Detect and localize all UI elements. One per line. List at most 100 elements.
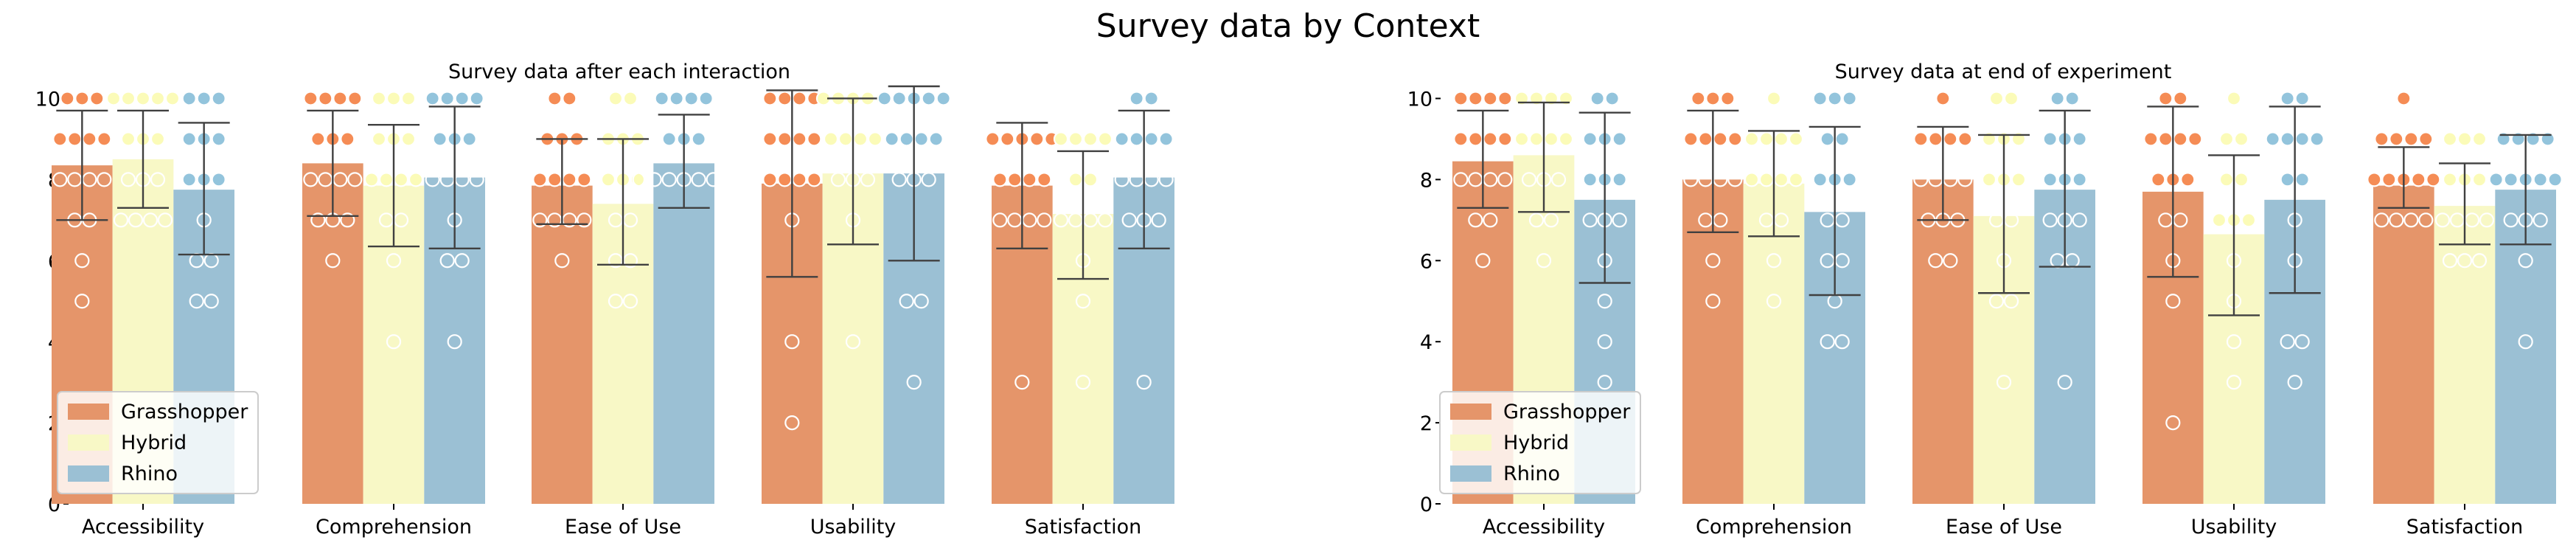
- panel2-point-grasshopper: [2426, 172, 2441, 187]
- panel1-point-grasshopper: [992, 212, 1008, 228]
- panel2-point-grasshopper: [2389, 212, 2404, 228]
- panel2-point-grasshopper: [2411, 172, 2426, 187]
- panel2-point-grasshopper: [1468, 212, 1483, 228]
- panel2-point-hybrid: [2011, 172, 2027, 187]
- panel2-point-grasshopper: [1943, 253, 1958, 269]
- panel1-point-hybrid: [113, 212, 129, 228]
- panel1-point-rhino: [661, 131, 677, 147]
- panel2-point-grasshopper: [1913, 131, 1929, 147]
- panel1-point-grasshopper: [784, 334, 800, 350]
- panel2-point-grasshopper: [1453, 91, 1469, 106]
- panel1-point-grasshopper: [792, 131, 807, 147]
- panel1-point-rhino: [921, 172, 936, 187]
- panel1-point-rhino: [425, 172, 440, 187]
- panel2-point-rhino: [1597, 334, 1612, 350]
- panel2-point-rhino: [2280, 91, 2295, 106]
- panel1-point-hybrid: [608, 294, 624, 309]
- panel2-point-hybrid: [2471, 131, 2488, 147]
- panel2-point-rhino: [2309, 131, 2325, 147]
- panel1-point-rhino: [706, 172, 721, 187]
- panel2-point-rhino: [2042, 131, 2058, 147]
- panel1-point-hybrid: [150, 91, 166, 106]
- panel1-point-grasshopper: [777, 131, 793, 147]
- panel2-x-tick-label: Accessibility: [1483, 516, 1605, 539]
- panel2-point-hybrid: [2471, 172, 2488, 187]
- panel1-point-rhino: [936, 91, 951, 106]
- panel1-point-rhino: [181, 172, 197, 187]
- panel2-point-grasshopper: [2158, 131, 2173, 147]
- panel1-point-rhino: [899, 131, 914, 147]
- panel1-point-grasshopper: [67, 131, 83, 147]
- panel2-point-grasshopper: [1683, 131, 1699, 147]
- panel1-point-grasshopper: [784, 415, 800, 431]
- panel2-point-rhino: [2503, 172, 2518, 187]
- panel2-bar-grasshopper: [1912, 179, 1974, 504]
- panel1-point-hybrid: [1053, 212, 1069, 228]
- panel2-point-hybrid: [2226, 334, 2242, 350]
- panel1-legend: Grasshopper Hybrid Rhino: [57, 391, 259, 494]
- panel2-point-grasshopper: [1943, 131, 1958, 147]
- panel1-legend-label-rhino: Rhino: [121, 463, 178, 485]
- panel1-point-grasshopper: [1022, 172, 1037, 187]
- panel1-point-grasshopper: [340, 212, 355, 228]
- panel1-x-tick-label: Satisfaction: [1025, 516, 1141, 539]
- panel1-point-hybrid: [1053, 131, 1069, 147]
- panel2-point-grasshopper: [2143, 131, 2159, 147]
- panel1-point-grasshopper: [792, 91, 807, 106]
- panel2-point-rhino: [2294, 172, 2310, 187]
- panel2-point-grasshopper: [1683, 172, 1699, 187]
- panel1-point-rhino: [1114, 131, 1129, 147]
- panel1-point-rhino: [884, 131, 899, 147]
- panel2-point-hybrid: [2003, 294, 2019, 309]
- panel2-point-grasshopper: [2173, 91, 2188, 106]
- panel1-point-grasshopper: [777, 172, 793, 187]
- panel2-point-hybrid: [1550, 172, 1567, 187]
- panel2-point-grasshopper: [1468, 131, 1483, 147]
- panel2-point-rhino: [1597, 294, 1612, 309]
- panel1-legend-swatch-rhino: [68, 465, 109, 482]
- panel2-point-grasshopper: [1468, 91, 1483, 106]
- panel1-legend-label-grasshopper: Grasshopper: [121, 401, 248, 423]
- panel1-point-rhino: [469, 91, 484, 106]
- panel2-point-rhino: [2287, 375, 2302, 390]
- panel2-point-grasshopper: [2165, 294, 2181, 309]
- panel1-point-rhino: [654, 91, 669, 106]
- panel2-x-tick-label: Comprehension: [1696, 516, 1852, 539]
- panel2-point-hybrid: [2226, 375, 2242, 390]
- panel2-point-rhino: [1582, 131, 1598, 147]
- panel1-point-grasshopper: [1000, 131, 1015, 147]
- panel2-point-grasshopper: [2403, 212, 2419, 228]
- panel2-point-rhino: [1612, 131, 1627, 147]
- panel2-point-rhino: [1834, 131, 1850, 147]
- panel1-point-grasshopper: [347, 172, 363, 187]
- panel2-legend-swatch-rhino: [1450, 465, 1491, 482]
- panel1-point-rhino: [921, 91, 936, 106]
- panel2-point-rhino: [2533, 172, 2548, 187]
- panel2-point-hybrid: [1766, 91, 1782, 106]
- panel2-point-grasshopper: [1475, 253, 1491, 269]
- panel1-bar-rhino: [653, 163, 714, 504]
- panel2-point-hybrid: [2471, 253, 2488, 269]
- panel2-point-grasshopper: [1705, 253, 1721, 269]
- panel2-point-rhino: [2072, 131, 2087, 147]
- panel2-legend-label-hybrid: Hybrid: [1503, 432, 1569, 454]
- panel1-point-rhino: [632, 172, 647, 187]
- panel2-legend-label-grasshopper: Grasshopper: [1503, 401, 1631, 423]
- panel2-point-grasshopper: [1691, 91, 1706, 106]
- panel1-point-hybrid: [608, 91, 624, 106]
- panel2-point-grasshopper: [2381, 172, 2397, 187]
- panel1-point-rhino: [211, 91, 226, 106]
- panel1-point-grasshopper: [97, 131, 112, 147]
- panel2-point-hybrid: [1788, 131, 1804, 147]
- panel1-point-rhino: [1136, 375, 1152, 390]
- panel1-point-hybrid: [386, 253, 402, 269]
- panel2-point-rhino: [1582, 212, 1598, 228]
- panel2-point-grasshopper: [2158, 91, 2173, 106]
- panel2-point-hybrid: [1558, 131, 1574, 147]
- panel2-legend-swatch-grasshopper: [1450, 404, 1491, 420]
- panel1-point-grasshopper: [333, 91, 348, 106]
- panel1-point-grasshopper: [992, 172, 1008, 187]
- panel1-point-rhino: [425, 91, 440, 106]
- panel1-point-grasshopper: [792, 172, 807, 187]
- panel2-point-hybrid: [1773, 172, 1789, 187]
